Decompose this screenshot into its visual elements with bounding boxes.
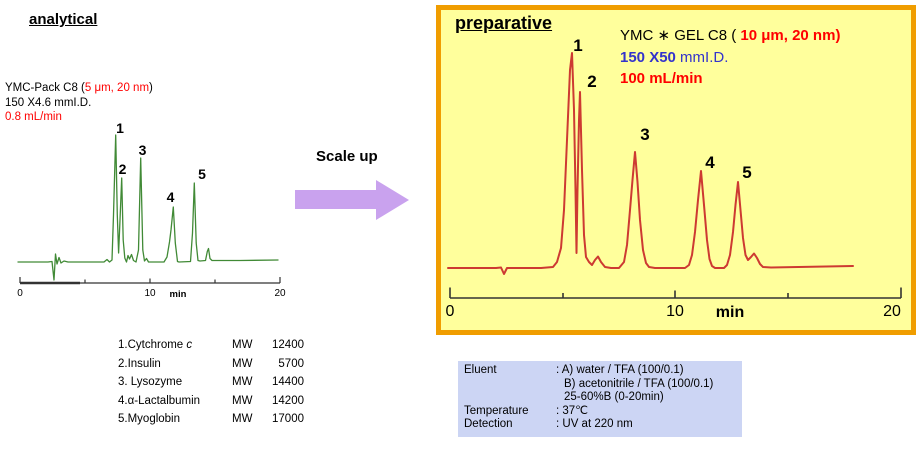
preparative-trace bbox=[447, 52, 854, 275]
analytical-column-dimensions: 150 X4.6 mmI.D. bbox=[5, 96, 92, 109]
mw-value: 17000 bbox=[272, 413, 304, 426]
preparative-dimensions-bold: 150 X50 bbox=[620, 48, 676, 66]
eluent-value: : A) water / TFA (100/0.1) B) acetonitri… bbox=[556, 364, 742, 405]
compound-name-text: 3. Lysozyme bbox=[118, 376, 183, 389]
temperature-value: : 37℃ bbox=[556, 404, 589, 417]
analytical-tick-10: 10 bbox=[144, 288, 156, 299]
analytical-conditions: YMC-Pack C8 (5 μm, 20 nm) 150 X4.6 mmI.D… bbox=[5, 81, 153, 125]
analytical-peak-label-2: 2 bbox=[119, 161, 127, 177]
preparative-peak-label-4: 4 bbox=[705, 153, 715, 172]
compound-name: 5.Myoglobin bbox=[118, 410, 232, 429]
hplc-conditions-box: Eluent : A) water / TFA (100/0.1) B) ace… bbox=[458, 361, 742, 437]
scale-up-arrow-icon bbox=[295, 180, 409, 220]
analytical-trace bbox=[17, 134, 279, 281]
scale-up-label: Scale up bbox=[316, 148, 378, 165]
compound-name-text: 4.α-Lactalbumin bbox=[118, 394, 201, 407]
analytical-chromatogram: 0 10 min 20 1 2 3 4 5 bbox=[17, 120, 286, 300]
mw-label: MW bbox=[232, 394, 253, 407]
analytical-axis-unit: min bbox=[170, 289, 187, 300]
compound-list: 1.Cytchrome c MW 12400 2.Insulin MW 5700… bbox=[118, 336, 304, 429]
analytical-peak-label-1: 1 bbox=[116, 120, 124, 136]
compound-row-4: 4.α-Lactalbumin MW 14200 bbox=[118, 392, 304, 411]
preparative-dimensions-rest: mmI.D. bbox=[675, 48, 729, 66]
analytical-column-particle: 5 μm, 20 nm bbox=[84, 82, 150, 94]
preparative-peak-label-1: 1 bbox=[573, 36, 582, 55]
analytical-column-prefix: YMC-Pack C8 ( bbox=[5, 82, 85, 94]
compound-name-text: 2.Insulin bbox=[118, 357, 161, 370]
preparative-peak-label-3: 3 bbox=[640, 125, 649, 144]
analytical-tick-0: 0 bbox=[17, 288, 23, 299]
compound-name: 3. Lysozyme bbox=[118, 373, 232, 392]
preparative-conditions: YMC ∗ GEL C8 ( 10 μm, 20 nm) 150 X50 mmI… bbox=[620, 25, 840, 90]
mw-value: 12400 bbox=[272, 339, 304, 351]
analytical-peak-label-5: 5 bbox=[198, 166, 206, 182]
preparative-column-line: YMC ∗ GEL C8 ( 10 μm, 20 nm) bbox=[620, 25, 840, 47]
analytical-x-axis bbox=[19, 277, 281, 285]
analytical-tick-20: 20 bbox=[274, 288, 286, 299]
preparative-x-axis bbox=[449, 287, 902, 299]
compound-name-text: 5.Myoglobin bbox=[118, 413, 181, 426]
eluent-line-b: B) acetonitrile / TFA (100/0.1) bbox=[564, 377, 714, 390]
compound-name: 1.Cytchrome c bbox=[118, 336, 232, 355]
compound-row-2: 2.Insulin MW 5700 bbox=[118, 355, 304, 374]
preparative-heading: preparative bbox=[455, 13, 553, 33]
compound-name: 2.Insulin bbox=[118, 355, 232, 374]
analytical-peak-labels: 1 2 3 4 5 bbox=[116, 120, 206, 205]
analytical-flow-rate: 0.8 mL/min bbox=[5, 111, 62, 123]
compound-name-text: 1.Cytchrome bbox=[118, 339, 187, 351]
preparative-column-prefix: YMC ∗ GEL C8 ( bbox=[620, 27, 741, 44]
preparative-peak-labels: 1 2 3 4 5 bbox=[573, 36, 751, 182]
compound-row-1: 1.Cytchrome c MW 12400 bbox=[118, 336, 304, 355]
compound-row-3: 3. Lysozyme MW 14400 bbox=[118, 373, 304, 392]
detection-value: : UV at 220 nm bbox=[556, 418, 633, 431]
eluent-line-a: : A) water / TFA (100/0.1) bbox=[556, 364, 684, 376]
analytical-peak-label-4: 4 bbox=[167, 189, 175, 205]
preparative-tick-20: 20 bbox=[883, 303, 901, 320]
mw-label: MW bbox=[232, 339, 253, 351]
preparative-flow-rate: 100 mL/min bbox=[620, 70, 703, 87]
temperature-label: Temperature bbox=[464, 404, 529, 417]
preparative-tick-10: 10 bbox=[666, 303, 684, 320]
preparative-axis-unit: min bbox=[716, 304, 744, 321]
preparative-peak-label-5: 5 bbox=[742, 163, 751, 182]
mw-label: MW bbox=[232, 376, 253, 389]
analytical-column-line: YMC-Pack C8 (5 μm, 20 nm) bbox=[5, 81, 153, 96]
mw-label: MW bbox=[232, 357, 253, 370]
analytical-peak-label-3: 3 bbox=[139, 142, 147, 158]
eluent-gradient: 25-60%B (0-20min) bbox=[564, 391, 664, 404]
mw-value: 5700 bbox=[278, 357, 304, 370]
analytical-heading: analytical bbox=[29, 11, 98, 28]
compound-row-5: 5.Myoglobin MW 17000 bbox=[118, 410, 304, 429]
preparative-tick-0: 0 bbox=[446, 303, 455, 320]
preparative-chromatogram: 0 10 min 20 1 2 3 4 5 bbox=[446, 36, 902, 321]
analytical-column-suffix: ) bbox=[149, 82, 153, 94]
conditions-grid: Eluent : A) water / TFA (100/0.1) B) ace… bbox=[464, 364, 742, 432]
mw-value: 14400 bbox=[272, 376, 304, 389]
mw-label: MW bbox=[232, 413, 253, 426]
eluent-label: Eluent bbox=[464, 364, 497, 376]
preparative-column-particle: 10 μm, 20 nm bbox=[740, 27, 836, 44]
preparative-column-dimensions: 150 X50 mmI.D. bbox=[620, 47, 840, 69]
preparative-column-suffix: ) bbox=[835, 27, 841, 44]
preparative-panel: preparative YMC ∗ GEL C8 ( 10 μm, 20 nm)… bbox=[436, 5, 916, 335]
detection-label: Detection bbox=[464, 418, 513, 431]
compound-name-italic: c bbox=[186, 339, 193, 351]
compound-name: 4.α-Lactalbumin bbox=[118, 392, 232, 411]
mw-value: 14200 bbox=[272, 394, 304, 407]
preparative-peak-label-2: 2 bbox=[587, 72, 596, 91]
